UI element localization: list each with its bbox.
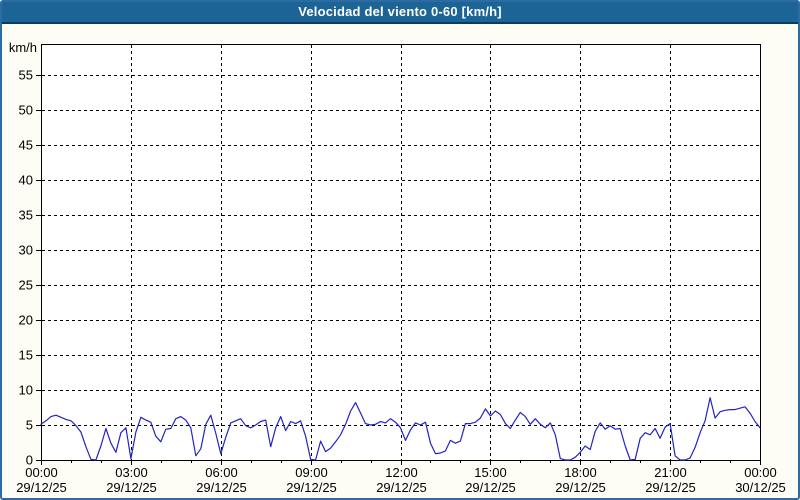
wind-speed-chart: 0510152025303540455055km/h00:0029/12/250… (9, 40, 786, 495)
wind-speed-line (40, 397, 761, 461)
y-tick-label: 50 (19, 103, 33, 118)
y-tick-label: 45 (19, 138, 33, 153)
x-tick-date-label: 29/12/25 (645, 480, 696, 495)
x-tick-time-label: 09:00 (295, 465, 328, 480)
x-tick-time-label: 18:00 (564, 465, 597, 480)
x-tick-time-label: 15:00 (474, 465, 507, 480)
x-tick-date-label: 29/12/25 (16, 480, 67, 495)
x-tick-date-label: 29/12/25 (465, 480, 516, 495)
x-tick-time-label: 21:00 (654, 465, 687, 480)
y-axis-unit-label: km/h (9, 40, 37, 55)
x-tick-date-label: 29/12/25 (196, 480, 247, 495)
x-tick-time-label: 00:00 (744, 465, 777, 480)
x-tick-time-label: 00:00 (25, 465, 58, 480)
y-tick-label: 35 (19, 208, 33, 223)
x-tick-time-label: 03:00 (115, 465, 148, 480)
y-tick-label: 0 (26, 453, 33, 468)
y-tick-label: 55 (19, 68, 33, 83)
y-tick-label: 40 (19, 173, 33, 188)
x-tick-time-label: 06:00 (205, 465, 238, 480)
chart-title: Velocidad del viento 0-60 [km/h] (298, 4, 502, 19)
y-tick-label: 10 (19, 383, 33, 398)
x-tick-date-label: 29/12/25 (376, 480, 427, 495)
y-tick-label: 20 (19, 313, 33, 328)
y-tick-label: 25 (19, 278, 33, 293)
y-tick-label: 5 (26, 418, 33, 433)
chart-title-bar: Velocidad del viento 0-60 [km/h] (2, 2, 798, 24)
x-tick-time-label: 12:00 (385, 465, 418, 480)
x-tick-date-label: 29/12/25 (555, 480, 606, 495)
x-tick-date-label: 30/12/25 (735, 480, 786, 495)
y-tick-label: 30 (19, 243, 33, 258)
y-tick-label: 15 (19, 348, 33, 363)
x-tick-date-label: 29/12/25 (106, 480, 157, 495)
x-tick-date-label: 29/12/25 (286, 480, 337, 495)
